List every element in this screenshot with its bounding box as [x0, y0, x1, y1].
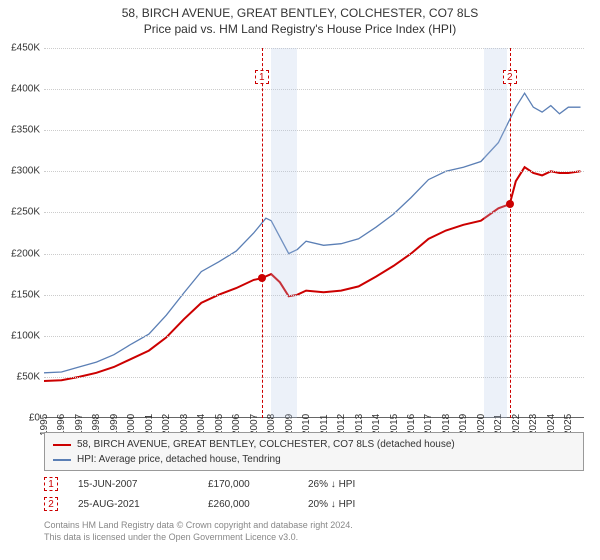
legend-swatch	[53, 459, 71, 461]
sale-marker-box: 2	[503, 70, 517, 84]
legend-label: 58, BIRCH AVENUE, GREAT BENTLEY, COLCHES…	[77, 437, 455, 452]
chart-plot-area: £0£50K£100K£150K£200K£250K£300K£350K£400…	[44, 48, 584, 418]
y-tick-label: £50K	[17, 371, 40, 382]
sale-row-delta: 26% ↓ HPI	[308, 479, 408, 490]
legend-item: HPI: Average price, detached house, Tend…	[53, 452, 575, 467]
title-address: 58, BIRCH AVENUE, GREAT BENTLEY, COLCHES…	[0, 6, 600, 20]
shaded-band	[484, 48, 508, 418]
sale-row-delta: 20% ↓ HPI	[308, 499, 408, 510]
title-block: 58, BIRCH AVENUE, GREAT BENTLEY, COLCHES…	[0, 0, 600, 36]
shaded-band	[271, 48, 297, 418]
y-tick-label: £400K	[11, 84, 40, 95]
legend-item: 58, BIRCH AVENUE, GREAT BENTLEY, COLCHES…	[53, 437, 575, 452]
sale-annotations: 1 15-JUN-2007£170,00026% ↓ HPI 2 25-AUG-202…	[44, 474, 584, 514]
footer-line2: This data is licensed under the Open Gov…	[44, 532, 584, 544]
sale-row: 1 15-JUN-2007£170,00026% ↓ HPI	[44, 474, 584, 494]
sale-dot	[258, 274, 266, 282]
sale-row-price: £170,000	[208, 479, 308, 490]
y-tick-label: £250K	[11, 207, 40, 218]
footer-line1: Contains HM Land Registry data © Crown c…	[44, 520, 584, 532]
sale-marker-box: 1	[255, 70, 269, 84]
y-tick-label: £150K	[11, 289, 40, 300]
sale-row-date: 25-AUG-2021	[78, 499, 208, 510]
chart-container: 58, BIRCH AVENUE, GREAT BENTLEY, COLCHES…	[0, 0, 600, 560]
y-tick-label: £200K	[11, 248, 40, 259]
sale-row: 2 25-AUG-2021£260,00020% ↓ HPI	[44, 494, 584, 514]
y-tick-label: £450K	[11, 43, 40, 54]
sale-row-marker: 1	[44, 477, 58, 491]
sale-vrule	[510, 48, 511, 418]
y-tick-label: £350K	[11, 125, 40, 136]
sale-dot	[506, 200, 514, 208]
sale-row-marker: 2	[44, 497, 58, 511]
title-subtitle: Price paid vs. HM Land Registry's House …	[0, 22, 600, 36]
sale-row-price: £260,000	[208, 499, 308, 510]
legend-label: HPI: Average price, detached house, Tend…	[77, 452, 281, 467]
y-tick-label: £300K	[11, 166, 40, 177]
legend-box: 58, BIRCH AVENUE, GREAT BENTLEY, COLCHES…	[44, 432, 584, 471]
legend-swatch	[53, 444, 71, 446]
y-tick-label: £100K	[11, 330, 40, 341]
sale-vrule	[262, 48, 263, 418]
sale-row-date: 15-JUN-2007	[78, 479, 208, 490]
footer-licence: Contains HM Land Registry data © Crown c…	[44, 520, 584, 543]
